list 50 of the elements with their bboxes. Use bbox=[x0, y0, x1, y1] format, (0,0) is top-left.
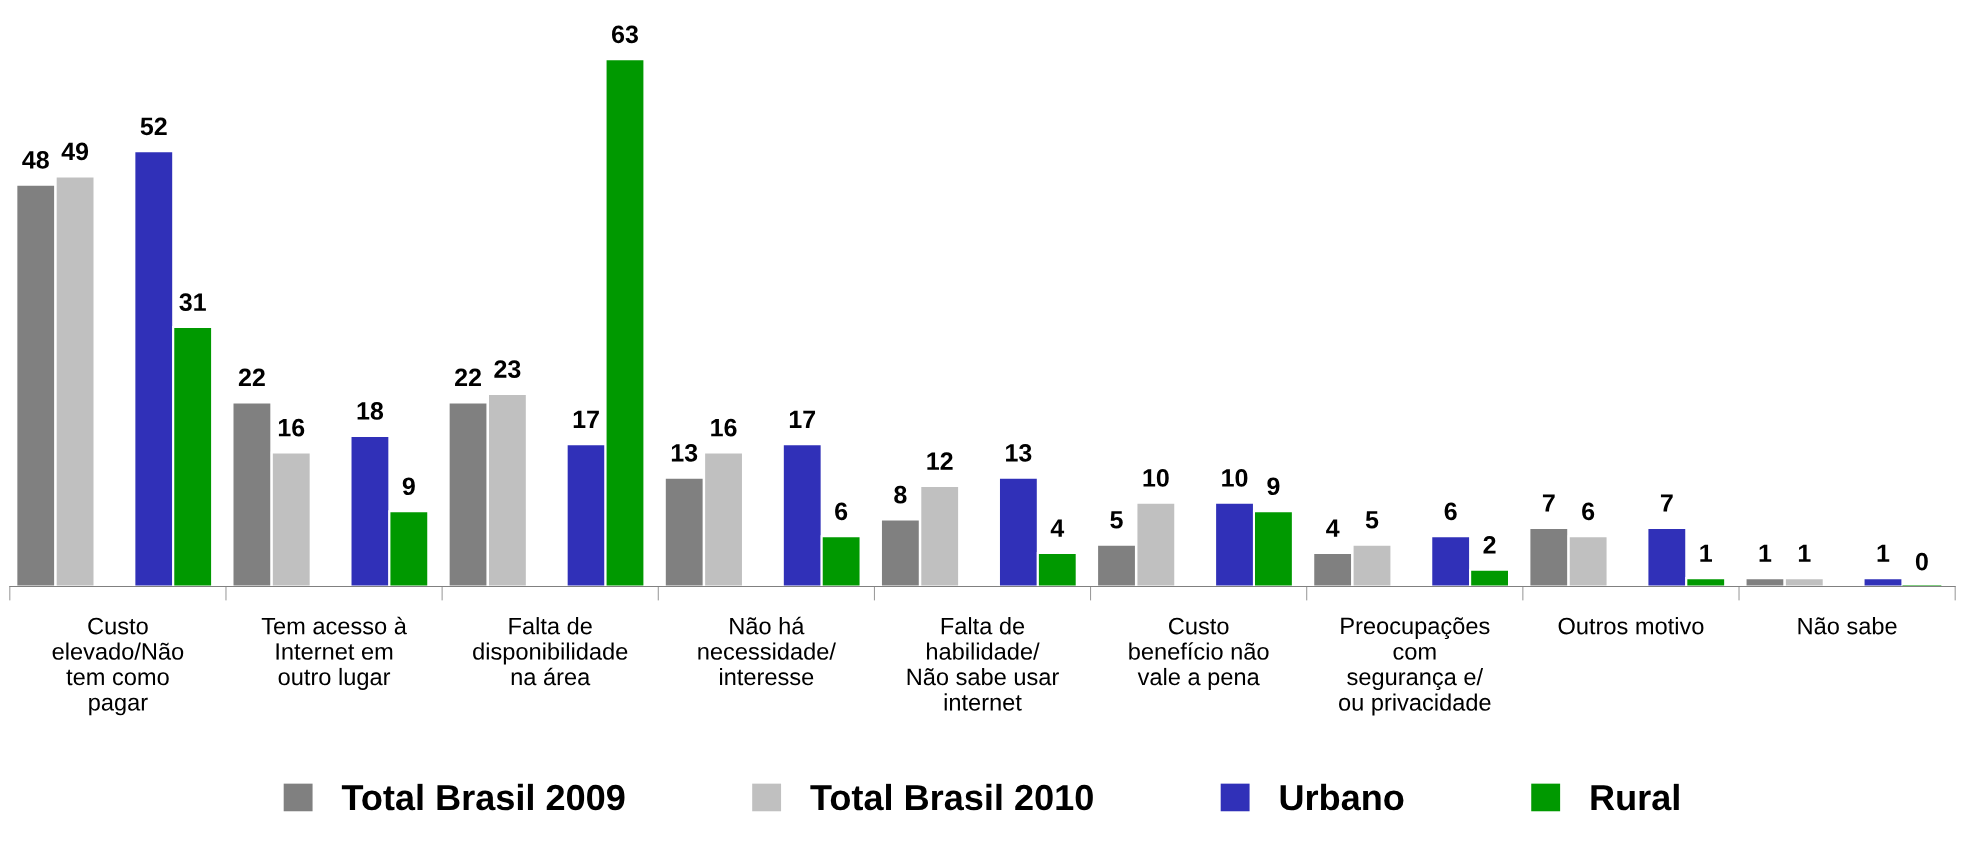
data-label: 10 bbox=[1143, 469, 1169, 487]
x-tick-label: Não sabe bbox=[1798, 617, 1897, 635]
data-label: 63 bbox=[612, 25, 638, 44]
data-label: 4 bbox=[1050, 519, 1065, 537]
data-label: 4 bbox=[1326, 519, 1340, 537]
data-label: 5 bbox=[1110, 511, 1123, 529]
data-label: 0 bbox=[1915, 552, 1928, 571]
data-label: 9 bbox=[1267, 477, 1280, 496]
x-tick-label: Falta de habilidade/ Não sabe usar internet bbox=[907, 617, 1059, 711]
bar bbox=[1862, 577, 1904, 587]
data-label: 13 bbox=[1006, 443, 1032, 462]
data-label: 8 bbox=[894, 485, 907, 504]
data-label: 9 bbox=[402, 477, 415, 496]
data-label: 1 bbox=[1759, 544, 1772, 562]
data-label: 31 bbox=[179, 293, 206, 312]
data-label: 16 bbox=[278, 418, 305, 437]
data-label: 1 bbox=[1700, 544, 1712, 562]
x-tick-label: Preocupações com segurança e/ ou privacidade bbox=[1339, 617, 1491, 716]
legend-label: Total Brasil 2009 bbox=[341, 783, 625, 811]
x-tick-label: Custo elevado/Não tem como pagar bbox=[52, 617, 184, 716]
data-label: 2 bbox=[1483, 536, 1496, 554]
data-label: 7 bbox=[1542, 494, 1555, 512]
data-label: 48 bbox=[22, 150, 49, 169]
data-label: 13 bbox=[671, 443, 698, 462]
data-label: 22 bbox=[238, 368, 265, 387]
legend-label: Rural bbox=[1591, 783, 1679, 811]
data-label: 5 bbox=[1365, 511, 1379, 529]
legend-label: Total Brasil 2010 bbox=[810, 783, 1093, 811]
legend-label: Urbano bbox=[1280, 783, 1404, 811]
data-label: 12 bbox=[927, 452, 953, 470]
x-tick-label: Falta de disponibilidade na área bbox=[473, 617, 628, 686]
x-tick-label: Não há necessidade/ interesse bbox=[698, 616, 836, 686]
data-label: 1 bbox=[1798, 544, 1811, 562]
data-label: 23 bbox=[494, 360, 521, 378]
data-label: 16 bbox=[711, 418, 737, 437]
x-tick-label: Tem acesso à Internet em outro lugar bbox=[261, 616, 407, 690]
data-label: 1 bbox=[1877, 544, 1890, 562]
data-label: 49 bbox=[61, 142, 89, 161]
data-label: 22 bbox=[455, 368, 481, 387]
x-tick-label: Outros motivo bbox=[1558, 617, 1704, 635]
data-label: 6 bbox=[1582, 502, 1595, 521]
data-label: 10 bbox=[1222, 469, 1248, 487]
x-tick-label: Custo benefício não vale a pena bbox=[1129, 617, 1269, 690]
data-label: 17 bbox=[573, 410, 599, 428]
data-label: 17 bbox=[789, 410, 816, 428]
data-label: 6 bbox=[1444, 502, 1457, 521]
data-label: 52 bbox=[140, 117, 167, 136]
data-label: 18 bbox=[357, 402, 384, 420]
data-label: 6 bbox=[835, 502, 848, 521]
data-label: 7 bbox=[1660, 494, 1673, 512]
